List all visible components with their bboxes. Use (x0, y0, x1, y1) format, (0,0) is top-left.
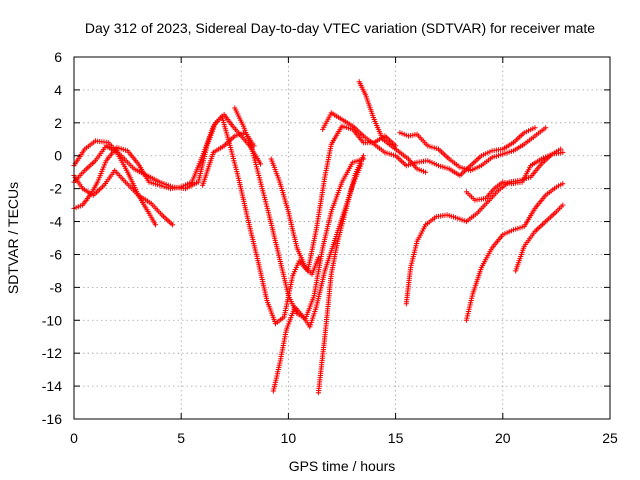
series-track-9 (315, 153, 366, 396)
y-axis-label: SDTVAR / TECUs (5, 182, 21, 294)
series-track-14 (463, 149, 566, 203)
y-tick-label: -16 (42, 411, 62, 427)
y-tick-label: -8 (50, 279, 63, 295)
x-tick-label: 10 (281, 430, 297, 446)
data-point (170, 222, 176, 228)
data-point (315, 255, 321, 261)
data-point (560, 149, 566, 155)
x-tick-label: 5 (177, 430, 185, 446)
data-markers (71, 79, 566, 396)
series-track-11 (356, 79, 429, 175)
series-track-15 (463, 181, 566, 323)
series-track-6 (232, 105, 366, 322)
series-track-1 (71, 113, 399, 327)
y-tick-label: 0 (54, 148, 62, 164)
data-point (543, 125, 549, 131)
series-track-7 (268, 156, 321, 277)
x-axis-label: GPS time / hours (289, 458, 396, 474)
axis-ticks: 0 5 10 15 20 25 -16 -14 -12 -10 -8 -6 -4 -2 0 2 4 6 (42, 49, 618, 446)
x-tick-label: 15 (388, 430, 404, 446)
x-tick-label: 25 (602, 430, 618, 446)
y-tick-label: 2 (54, 115, 62, 131)
series-track-16 (513, 202, 566, 274)
y-tick-label: -2 (50, 181, 63, 197)
y-tick-label: -12 (42, 345, 62, 361)
series-track-12 (397, 125, 549, 174)
y-tick-label: -10 (42, 312, 62, 328)
series-track-3 (71, 167, 176, 228)
series-track-13 (403, 146, 564, 307)
data-point (532, 125, 538, 131)
y-tick-label: -4 (50, 214, 63, 230)
x-tick-label: 20 (495, 430, 511, 446)
plot-frame (73, 56, 611, 420)
y-tick-label: 6 (54, 49, 62, 65)
series-track-5 (200, 130, 257, 188)
data-point (360, 153, 366, 159)
data-point (423, 169, 429, 175)
series-track-10 (320, 110, 538, 179)
y-tick-label: -14 (42, 378, 62, 394)
data-point (560, 181, 566, 187)
series-track-4 (71, 112, 264, 192)
data-point (560, 202, 566, 208)
data-point (152, 222, 159, 228)
chart-title: Day 312 of 2023, Sidereal Day-to-day VTE… (85, 20, 595, 36)
y-tick-label: -6 (50, 246, 63, 262)
data-point (257, 161, 264, 167)
x-tick-label: 0 (70, 430, 78, 446)
y-tick-label: 4 (54, 82, 62, 98)
data-point (251, 143, 257, 149)
